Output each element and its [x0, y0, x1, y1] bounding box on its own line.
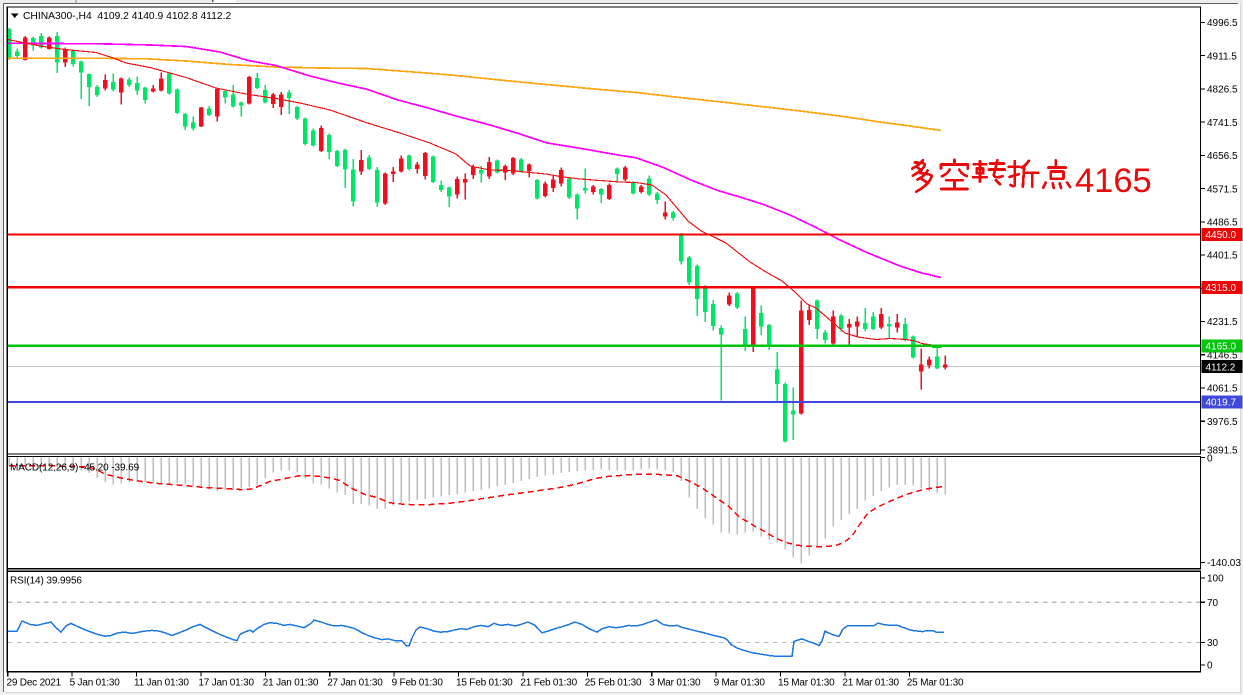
svg-text:RSI(14) 39.9956: RSI(14) 39.9956: [10, 576, 82, 587]
svg-text:0: 0: [1207, 454, 1213, 465]
svg-text:4450.0: 4450.0: [1206, 230, 1237, 241]
svg-text:29 Dec 2021: 29 Dec 2021: [7, 678, 62, 689]
svg-text:3976.5: 3976.5: [1207, 417, 1238, 428]
svg-text:21 Jan 01:30: 21 Jan 01:30: [263, 678, 319, 689]
svg-text:70: 70: [1207, 598, 1219, 609]
svg-text:11 Jan 01:30: 11 Jan 01:30: [134, 678, 189, 689]
svg-text:-140.03: -140.03: [1207, 558, 1241, 569]
svg-text:CHINA300-,H4 4109.2 4140.9 41: CHINA300-,H4 4109.2 4140.9 4102.8 4112.2: [23, 11, 231, 22]
svg-text:4315.0: 4315.0: [1206, 283, 1237, 294]
svg-text:21 Mar 01:30: 21 Mar 01:30: [842, 678, 899, 689]
svg-text:15 Mar 01:30: 15 Mar 01:30: [778, 678, 835, 689]
svg-text:4741.5: 4741.5: [1207, 118, 1238, 129]
svg-text:MACD(12,26,9) -45.20 -39.69: MACD(12,26,9) -45.20 -39.69: [10, 463, 140, 474]
svg-text:0: 0: [1207, 661, 1213, 672]
svg-text:4231.5: 4231.5: [1207, 317, 1238, 328]
svg-text:4165.0: 4165.0: [1206, 342, 1237, 353]
svg-text:25 Feb 01:30: 25 Feb 01:30: [585, 678, 642, 689]
svg-text:4019.7: 4019.7: [1206, 398, 1237, 409]
svg-text:4401.5: 4401.5: [1207, 251, 1238, 262]
svg-text:4656.5: 4656.5: [1207, 151, 1238, 162]
svg-text:4486.5: 4486.5: [1207, 218, 1238, 229]
svg-text:5 Jan 01:30: 5 Jan 01:30: [70, 678, 121, 689]
svg-text:9 Feb 01:30: 9 Feb 01:30: [392, 678, 444, 689]
svg-text:100: 100: [1207, 574, 1224, 585]
svg-text:3 Mar 01:30: 3 Mar 01:30: [649, 678, 701, 689]
svg-text:30: 30: [1207, 638, 1219, 649]
svg-text:21 Feb 01:30: 21 Feb 01:30: [520, 678, 577, 689]
svg-text:4911.5: 4911.5: [1207, 51, 1237, 62]
svg-text:4996.5: 4996.5: [1207, 18, 1238, 29]
svg-text:4826.5: 4826.5: [1207, 85, 1238, 96]
svg-text:9 Mar 01:30: 9 Mar 01:30: [714, 678, 766, 689]
svg-text:4112.2: 4112.2: [1206, 362, 1236, 373]
svg-text:4146.5: 4146.5: [1207, 350, 1238, 361]
svg-text:4165: 4165: [1075, 162, 1152, 200]
svg-text:4061.5: 4061.5: [1207, 384, 1238, 395]
svg-text:25 Mar 01:30: 25 Mar 01:30: [907, 678, 964, 689]
svg-text:4571.5: 4571.5: [1207, 184, 1238, 195]
svg-text:27 Jan 01:30: 27 Jan 01:30: [327, 678, 383, 689]
svg-text:3891.5: 3891.5: [1207, 446, 1238, 457]
svg-text:15 Feb 01:30: 15 Feb 01:30: [456, 678, 513, 689]
svg-text:17 Jan 01:30: 17 Jan 01:30: [198, 678, 254, 689]
